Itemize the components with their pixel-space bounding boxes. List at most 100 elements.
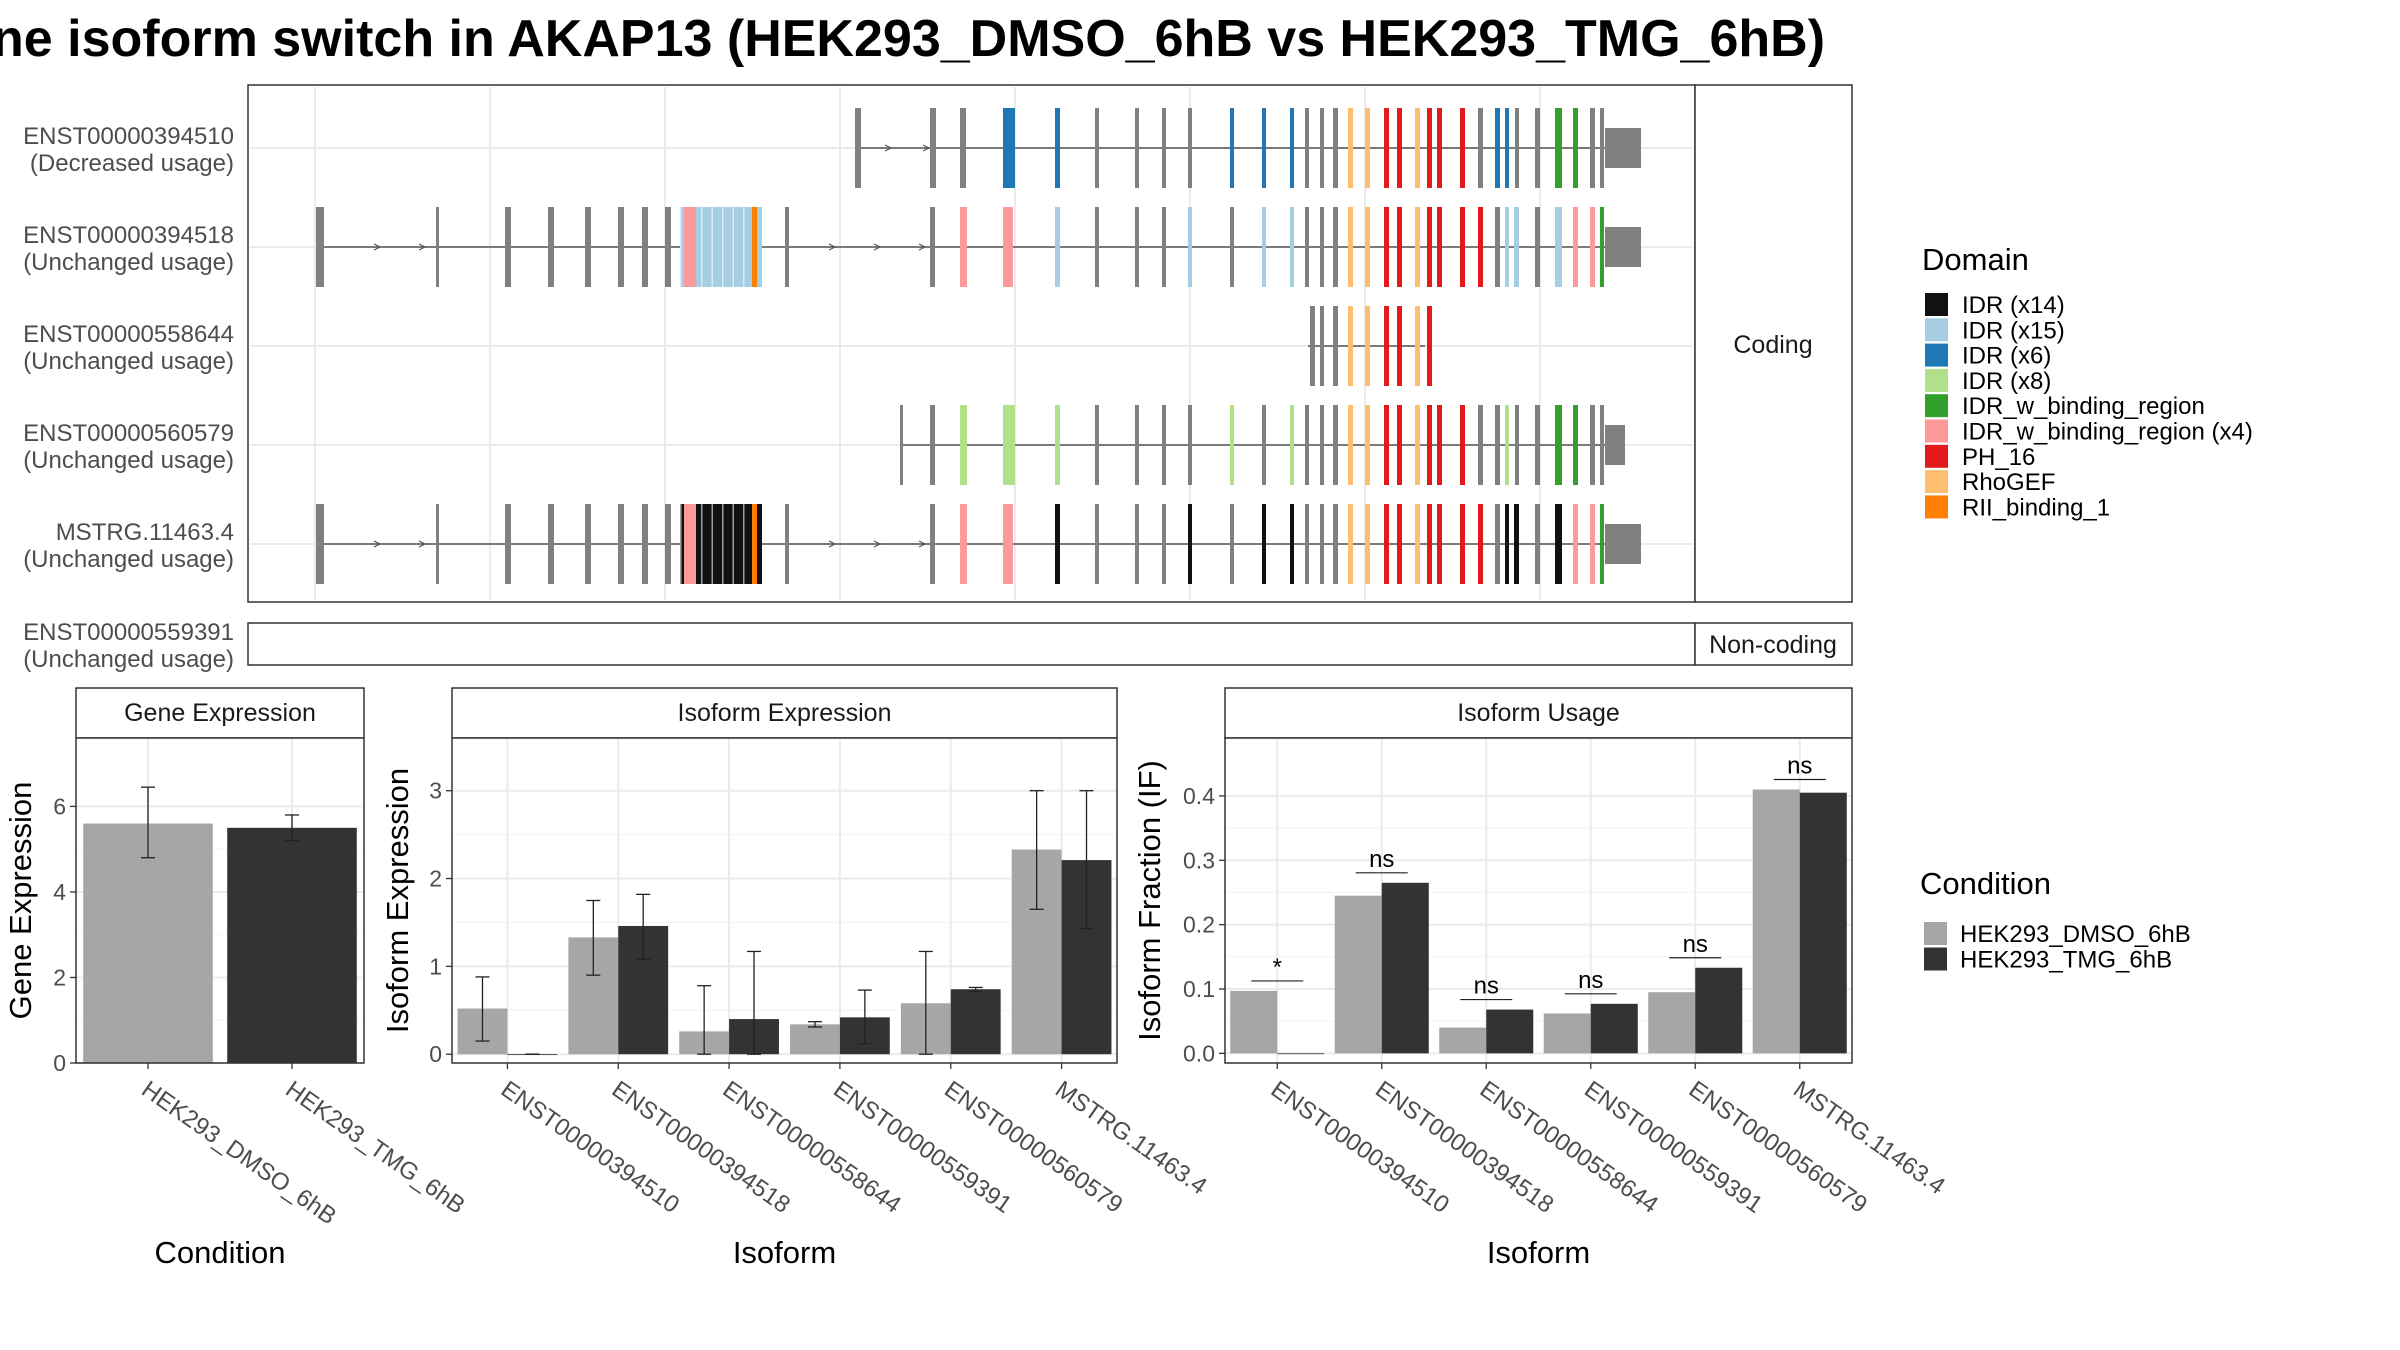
- exon: [1495, 207, 1500, 287]
- chart-title: Isoform Expression: [678, 699, 892, 727]
- legend-label: HEK293_TMG_6hB: [1960, 947, 2172, 974]
- y-tick-label: 0: [53, 1050, 66, 1076]
- legend-label: IDR_w_binding_region: [1962, 393, 2205, 420]
- y-axis-title: Gene Expression: [3, 782, 38, 1020]
- exon: [1333, 207, 1338, 287]
- exon: [1230, 504, 1234, 584]
- utr-block: [1605, 524, 1641, 564]
- exon: [665, 504, 671, 584]
- exon: [1333, 405, 1338, 485]
- gene-expression-chart: Gene ExpressionHEK293_DMSO_6hBHEK293_TMG…: [3, 687, 470, 1270]
- exon: [1495, 108, 1500, 188]
- domain-legend-item: IDR (x15): [1925, 317, 2065, 344]
- exon: [1310, 306, 1315, 386]
- exon-divider: [722, 207, 724, 287]
- x-axis-title: Isoform: [733, 1235, 836, 1270]
- exon: [585, 207, 591, 287]
- exon: [505, 504, 511, 584]
- y-tick-label: 1: [429, 953, 442, 979]
- bar: [950, 989, 1001, 1055]
- exon: [1003, 405, 1015, 485]
- exon: [785, 207, 789, 287]
- exon: [1055, 405, 1060, 485]
- exon: [1095, 405, 1099, 485]
- bar: [1695, 967, 1743, 1054]
- exon: [1162, 207, 1166, 287]
- exon: [785, 504, 789, 584]
- coding-strip: [1694, 84, 1853, 603]
- exon-divider: [701, 207, 703, 287]
- legend-swatch: [1925, 318, 1948, 342]
- significance-label: ns: [1683, 931, 1708, 958]
- y-tick-label: 0.2: [1183, 912, 1215, 938]
- exon: [1095, 504, 1099, 584]
- transcript-usage-label: (Unchanged usage): [23, 348, 234, 375]
- exon: [1290, 207, 1294, 287]
- exon: [1365, 108, 1370, 188]
- exon: [1460, 108, 1465, 188]
- exon: [1320, 405, 1324, 485]
- transcript-usage-label: (Unchanged usage): [23, 646, 234, 673]
- strand-arrow: [922, 144, 931, 152]
- exon: [1427, 108, 1432, 188]
- exon: [1397, 306, 1402, 386]
- exon: [1188, 108, 1192, 188]
- exon: [1460, 405, 1465, 485]
- exon: [1555, 405, 1562, 485]
- exon: [1478, 405, 1483, 485]
- exon: [1305, 504, 1309, 584]
- exon: [1262, 207, 1266, 287]
- exon-divider: [711, 207, 713, 287]
- bar: [1277, 1053, 1325, 1055]
- exon: [1555, 504, 1562, 584]
- transcript-usage-label: (Unchanged usage): [23, 447, 234, 474]
- exon: [1262, 405, 1266, 485]
- exon: [1162, 504, 1166, 584]
- legend-label: RII_binding_1: [1962, 494, 2110, 521]
- exon: [684, 207, 696, 287]
- noncoding-strip: [1694, 622, 1853, 666]
- domain-legend-item: IDR (x8): [1925, 368, 2051, 395]
- utr-block: [1605, 425, 1625, 465]
- exon-divider: [701, 504, 703, 584]
- isoform-expression-chart: Isoform ExpressionENST00000394510ENST000…: [380, 687, 1212, 1270]
- exon: [642, 207, 648, 287]
- exon: [1515, 108, 1519, 188]
- legend-label: IDR (x14): [1962, 292, 2065, 319]
- exon-divider: [680, 207, 682, 287]
- y-tick-label: 4: [53, 879, 66, 905]
- exon: [1600, 108, 1604, 188]
- domain-legend-item: RhoGEF: [1925, 469, 2055, 496]
- bar: [1752, 789, 1800, 1054]
- exon: [900, 405, 903, 485]
- transcript-structure-panel: ENST00000394510(Decreased usage)ENST0000…: [23, 84, 1853, 673]
- exon: [1305, 207, 1309, 287]
- exon: [1162, 405, 1166, 485]
- exon: [1427, 207, 1432, 287]
- transcript-usage-label: (Unchanged usage): [23, 249, 234, 276]
- exon: [1495, 405, 1500, 485]
- transcript-id-label: ENST00000558644: [23, 321, 234, 348]
- exon: [1188, 207, 1192, 287]
- exon: [1333, 108, 1338, 188]
- exon: [960, 207, 967, 287]
- y-tick-label: 2: [429, 866, 442, 892]
- exon: [1415, 306, 1420, 386]
- exon: [1305, 405, 1309, 485]
- exon: [1348, 306, 1353, 386]
- exon: [1348, 108, 1353, 188]
- exon: [1460, 504, 1465, 584]
- exon: [1135, 207, 1139, 287]
- legend-swatch: [1925, 394, 1948, 418]
- exon: [1365, 405, 1370, 485]
- transcript-id-label: MSTRG.11463.4: [56, 519, 234, 546]
- exon: [1478, 504, 1483, 584]
- exon: [1230, 405, 1234, 485]
- bar: [227, 827, 357, 1063]
- exon: [1573, 504, 1578, 584]
- transcript-ENST00000560579: ENST00000560579(Unchanged usage): [23, 405, 1625, 485]
- exon: [316, 504, 324, 584]
- plot-area: [452, 738, 1117, 1063]
- bar: [1590, 1003, 1638, 1054]
